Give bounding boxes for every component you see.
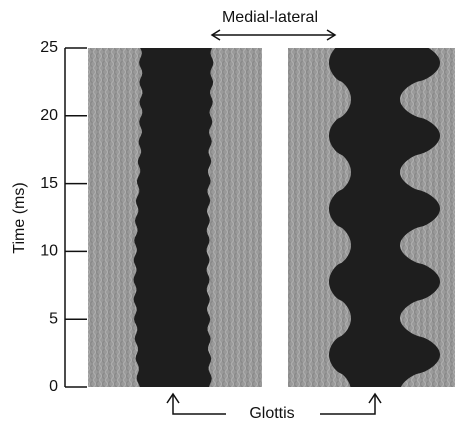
y-tick-label: 10	[40, 243, 58, 260]
y-tick-label: 5	[49, 310, 58, 327]
y-tick-label: 25	[40, 39, 58, 56]
glottis-right	[329, 48, 440, 387]
y-tick-label: 20	[40, 107, 58, 124]
y-tick-label: 15	[40, 175, 58, 192]
y-axis-label: Time (ms)	[11, 182, 28, 253]
y-tick-label: 0	[49, 378, 58, 395]
glottis-left	[133, 48, 214, 387]
double-arrow	[210, 29, 337, 41]
bottom-annotation: Glottis	[249, 405, 294, 422]
top-annotation: Medial-lateral	[222, 9, 318, 26]
glottis-arrows	[166, 392, 382, 415]
